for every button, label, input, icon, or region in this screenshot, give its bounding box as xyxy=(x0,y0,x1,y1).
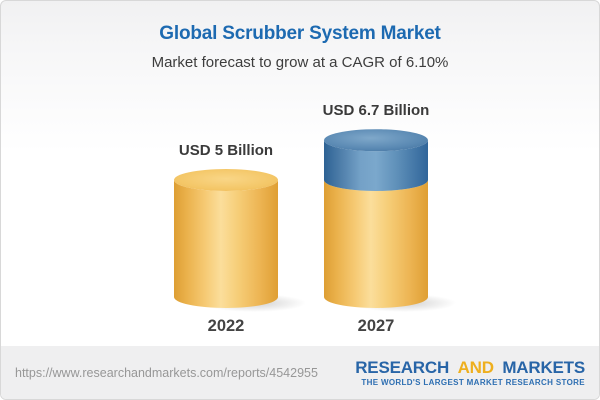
logo-research: RESEARCH xyxy=(355,357,450,377)
cylinder-2022 xyxy=(174,169,278,308)
logo-tagline: THE WORLD'S LARGEST MARKET RESEARCH STOR… xyxy=(361,377,585,387)
header: Global Scrubber System Market Market for… xyxy=(1,1,599,71)
cylinder-2027 xyxy=(324,129,428,308)
logo-and: AND xyxy=(457,357,494,377)
category-label-1: 2027 xyxy=(357,317,395,335)
logo-markets: MARKETS xyxy=(502,357,585,377)
brand-logo: RESEARCH AND MARKETS THE WORLD'S LARGEST… xyxy=(355,359,585,387)
page-title: Global Scrubber System Market xyxy=(159,23,441,44)
report-url: https://www.researchandmarkets.com/repor… xyxy=(15,365,318,380)
brand-wordmark: RESEARCH AND MARKETS xyxy=(355,359,585,376)
category-label-0: 2022 xyxy=(207,317,245,335)
footer: https://www.researchandmarkets.com/repor… xyxy=(1,346,599,399)
page-subtitle: Market forecast to grow at a CAGR of 6.1… xyxy=(151,54,449,71)
value-label-0: USD 5 Billion xyxy=(178,142,274,159)
value-label-1: USD 6.7 Billion xyxy=(322,102,430,120)
